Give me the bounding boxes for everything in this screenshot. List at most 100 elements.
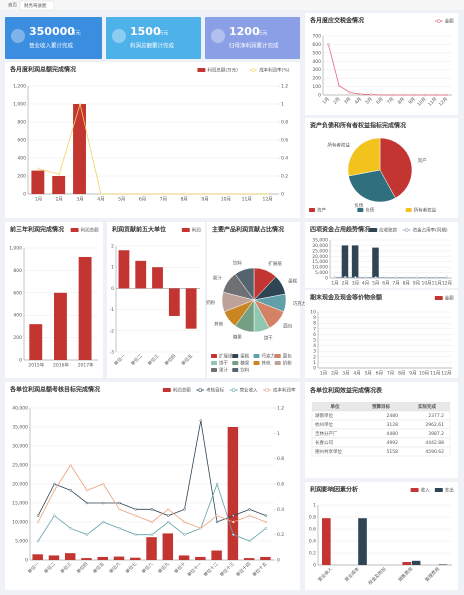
pie-label: 饼干 bbox=[264, 334, 273, 341]
table-cell: 杭州单位 bbox=[315, 421, 333, 428]
x-tick-label: 4月 bbox=[354, 96, 363, 105]
pie-label: 果汁 bbox=[213, 275, 222, 282]
y2-tick-label: 1.2 bbox=[281, 84, 288, 90]
legend-label: 资产 bbox=[317, 207, 326, 214]
y-tick-label: 30,000 bbox=[12, 444, 28, 450]
x-tick-label: 1月 bbox=[320, 371, 327, 377]
bar bbox=[243, 558, 255, 560]
pie-label: 其他 bbox=[214, 320, 223, 327]
bar bbox=[168, 288, 180, 316]
x-tick-label: 12月 bbox=[262, 197, 272, 203]
line bbox=[327, 44, 447, 96]
point bbox=[248, 514, 251, 517]
pie-label: 糖果 bbox=[233, 334, 242, 341]
table-cell: 4480 bbox=[387, 431, 399, 437]
y-tick-label: 1 bbox=[313, 360, 316, 366]
x-tick-label: 9月 bbox=[413, 281, 420, 287]
legend-label: 应收账款 bbox=[379, 227, 397, 234]
point bbox=[183, 192, 186, 196]
y-tick-label: 15,000 bbox=[312, 259, 328, 265]
y-tick-label: 25,000 bbox=[12, 463, 28, 469]
legend-marker bbox=[369, 228, 378, 232]
chart-title: 各单位利润总额考核目标完成情况 bbox=[9, 386, 100, 394]
x-tick-label: 4月 bbox=[97, 197, 104, 203]
y-tick-label: 2 bbox=[111, 244, 114, 250]
y2-tick-label: 0.2 bbox=[277, 532, 284, 538]
table-cell: 4992 bbox=[387, 440, 399, 446]
legend-marker bbox=[211, 361, 217, 365]
point bbox=[405, 276, 408, 279]
legend-label: 其他 bbox=[262, 360, 271, 367]
legend-label: 果汁 bbox=[219, 367, 228, 374]
point bbox=[69, 527, 72, 530]
legend-label: 资金占用率(同期) bbox=[413, 227, 448, 234]
point bbox=[167, 514, 170, 517]
kpi-icon bbox=[211, 29, 225, 43]
bar bbox=[402, 562, 412, 565]
point bbox=[215, 514, 219, 517]
point bbox=[415, 276, 418, 279]
bar bbox=[81, 558, 92, 560]
x-tick-label: 11月 bbox=[242, 197, 252, 203]
point bbox=[36, 539, 40, 543]
pie-label: 饮料 bbox=[233, 259, 242, 266]
y-tick-label: 200 bbox=[312, 76, 321, 82]
y-tick-label: 7 bbox=[313, 326, 316, 332]
legend-marker bbox=[274, 361, 281, 365]
x-tick-label: 7月 bbox=[160, 197, 167, 203]
tab[interactable]: 首页 bbox=[8, 2, 17, 9]
table-cell: 湖南单位 bbox=[315, 412, 333, 419]
point bbox=[53, 482, 56, 486]
table-cell: 2377.2 bbox=[428, 413, 444, 419]
pie-label: 巧克力 bbox=[293, 300, 307, 307]
bar bbox=[372, 247, 379, 278]
y-tick-label: 100 bbox=[312, 84, 321, 90]
bar bbox=[178, 555, 190, 560]
point bbox=[391, 93, 395, 97]
bar bbox=[260, 556, 271, 560]
legend-label: 金额 bbox=[445, 18, 454, 25]
bar bbox=[31, 170, 45, 194]
table-header-cell: 预算目标 bbox=[372, 403, 390, 410]
point bbox=[232, 520, 235, 524]
table-cell: 2480 bbox=[387, 413, 399, 419]
point bbox=[85, 533, 89, 536]
chart-title: 资产负债和所有者权益指标完成情况 bbox=[310, 122, 406, 130]
y-tick-label: 20,000 bbox=[312, 254, 328, 260]
tab[interactable]: 财务驾驶舱 bbox=[24, 2, 47, 9]
point bbox=[266, 192, 269, 196]
legend-marker bbox=[274, 354, 281, 358]
point bbox=[394, 276, 398, 279]
legend-marker bbox=[211, 354, 217, 358]
legend-label: 糖果 bbox=[240, 360, 249, 367]
x-tick-label: 1月 bbox=[321, 96, 330, 105]
bar bbox=[73, 104, 86, 194]
x-tick-label: 6月 bbox=[139, 197, 146, 203]
active-tab[interactable] bbox=[19, 0, 55, 11]
chart-title: 前三年利润完成情况 bbox=[10, 226, 64, 234]
x-tick-label: 2017年 bbox=[78, 362, 94, 369]
kpi-unit: 万元 bbox=[158, 31, 168, 37]
table-cell: 3987.2 bbox=[428, 431, 444, 437]
point bbox=[224, 192, 228, 196]
table-cell: 4590.62 bbox=[425, 449, 444, 455]
y2-tick-label: 0.4 bbox=[281, 156, 288, 162]
y2-tick-label: 0.4 bbox=[277, 507, 284, 513]
y-tick-label: 30,000 bbox=[312, 243, 328, 249]
point bbox=[374, 276, 377, 279]
point bbox=[150, 533, 154, 536]
y-tick-label: 600 bbox=[17, 138, 26, 144]
legend-marker bbox=[232, 368, 239, 372]
point bbox=[370, 93, 373, 96]
point bbox=[162, 192, 165, 196]
bar bbox=[97, 556, 108, 560]
x-tick-label: 6月 bbox=[375, 96, 384, 105]
legend-marker bbox=[232, 354, 239, 358]
bar bbox=[152, 267, 163, 289]
y-tick-label: 800 bbox=[13, 268, 22, 274]
y-tick-label: 400 bbox=[312, 59, 321, 65]
bar bbox=[146, 537, 157, 560]
kpi-icon bbox=[112, 29, 126, 43]
table-cell: 3128 bbox=[387, 422, 399, 428]
